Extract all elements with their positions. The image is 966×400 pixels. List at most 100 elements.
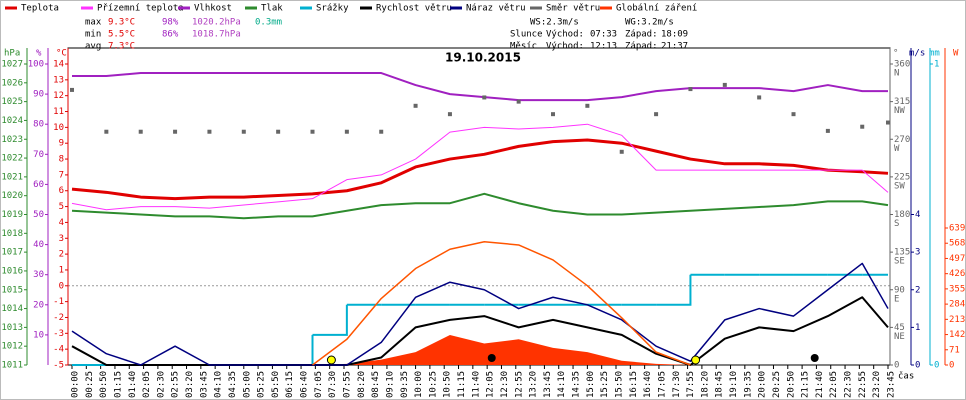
x-tick-label: 22:30	[844, 371, 854, 398]
x-tick-label: 23:45	[887, 371, 897, 398]
y-tick-label: 10	[53, 123, 64, 133]
step-segment	[656, 274, 692, 306]
y-tick-label: 1027	[1, 60, 23, 70]
y-tick-label: 90	[33, 90, 44, 100]
y-tick-label: 639	[949, 224, 965, 234]
y-tick-label: 1024	[1, 116, 23, 126]
x-tick-label: 08:45	[371, 371, 381, 398]
x-tick-label: 18:20	[700, 371, 710, 398]
x-tick-label: 13:20	[529, 371, 539, 398]
y-tick-label: 270	[894, 135, 910, 145]
y-tick-label: 4	[915, 210, 920, 220]
y-tick-label: 213	[949, 315, 965, 325]
stat-label: avg	[85, 42, 101, 52]
moon-marker	[810, 354, 819, 362]
y-tick-label: 1023	[1, 135, 23, 145]
legend-label: Globální záření	[616, 4, 697, 14]
x-tick-label: 20:25	[772, 371, 782, 398]
direction-point	[619, 149, 624, 154]
stat-temp: 7.3°C	[108, 42, 135, 52]
compass-label: NE	[894, 332, 905, 342]
x-tick-label: 05:50	[271, 371, 281, 398]
radiation-area	[312, 334, 691, 365]
x-tick-label: 18:45	[715, 371, 725, 398]
y-tick-label: 7	[59, 170, 64, 180]
y-tick-label: 0	[915, 361, 920, 371]
stat-hum: 86%	[162, 30, 179, 40]
direction-point	[379, 129, 384, 134]
x-tick-label: 04:35	[228, 371, 238, 398]
direction-point	[722, 82, 727, 87]
axis-unit: W	[953, 49, 959, 59]
stat-label: max	[85, 18, 102, 28]
x-tick-label: 17:30	[672, 371, 682, 398]
stat-temp: 5.5°C	[108, 30, 135, 40]
moon-label: Měsíc	[510, 42, 537, 52]
direction-point	[825, 128, 830, 133]
x-tick-label: 20:50	[786, 371, 796, 398]
legend-label: Přízemní teplota	[97, 4, 184, 14]
y-tick-label: 1016	[1, 266, 23, 276]
series-line	[71, 192, 889, 220]
y-tick-label: 1	[934, 60, 939, 70]
y-tick-label: 1020	[1, 191, 23, 201]
legend-label: Teplota	[21, 4, 59, 14]
y-tick-label: 1018	[1, 229, 23, 239]
x-tick-label: 06:40	[300, 371, 310, 398]
y-tick-label: 1	[59, 265, 64, 275]
sun-marker	[326, 355, 336, 365]
compass-label: N	[894, 69, 899, 79]
x-tick-label: 16:40	[643, 371, 653, 398]
y-tick-label: -5	[53, 361, 64, 371]
moon-rise-label: Východ:	[546, 42, 584, 52]
x-tick-label: 00:00	[71, 371, 81, 398]
y-tick-label: 4	[59, 218, 64, 228]
y-tick-label: 135	[894, 248, 910, 258]
stat-label: min	[85, 30, 101, 40]
x-tick-label: 17:05	[657, 371, 667, 398]
y-tick-label: 9	[59, 139, 64, 149]
x-tick-label: 17:55	[686, 371, 696, 398]
y-tick-label: 1011	[1, 361, 23, 371]
x-tick-label: 05:00	[242, 371, 252, 398]
legend-label: Tlak	[261, 4, 283, 14]
direction-point	[413, 103, 418, 108]
y-tick-label: 45	[894, 323, 905, 333]
y-tick-label: 315	[894, 97, 910, 107]
x-tick-label: 08:20	[357, 371, 367, 398]
y-tick-label: 40	[33, 240, 44, 250]
moon-set-label: Západ:	[625, 42, 658, 52]
direction-point	[791, 112, 796, 117]
chart-title: 19.10.2015	[445, 51, 521, 65]
direction-point	[241, 129, 246, 134]
axis-unit: hPa	[4, 49, 20, 59]
x-tick-label: 11:15	[457, 371, 467, 398]
stat-press: 1018.7hPa	[192, 30, 241, 40]
direction-point	[173, 129, 178, 134]
y-tick-label: 0	[59, 281, 64, 291]
direction-point	[482, 95, 487, 100]
y-tick-label: 1019	[1, 210, 23, 220]
sun-set: 18:09	[661, 30, 688, 40]
y-tick-label: 1	[915, 323, 920, 333]
x-tick-label: 16:15	[629, 371, 639, 398]
compass-label: S	[894, 219, 899, 229]
direction-point	[886, 120, 890, 125]
x-tick-label: 10:50	[443, 371, 453, 398]
x-tick-label: 00:25	[85, 371, 95, 398]
legend-label: Vlhkost	[194, 4, 232, 14]
x-tick-label: 10:25	[428, 371, 438, 398]
y-tick-label: 11	[53, 107, 64, 117]
legend-label: Směr větru	[546, 4, 600, 14]
direction-point	[138, 129, 143, 134]
x-tick-label: 00:50	[99, 371, 109, 398]
stat-press: 1020.2hPa	[192, 18, 241, 28]
axis-unit: mm	[929, 49, 940, 59]
series-line	[71, 138, 889, 201]
x-tick-label: 04:10	[214, 371, 224, 398]
direction-point	[70, 87, 74, 92]
y-tick-label: 30	[33, 270, 44, 280]
wind-gust-stat: WG:3.2m/s	[625, 18, 674, 28]
y-tick-label: 568	[949, 239, 965, 249]
